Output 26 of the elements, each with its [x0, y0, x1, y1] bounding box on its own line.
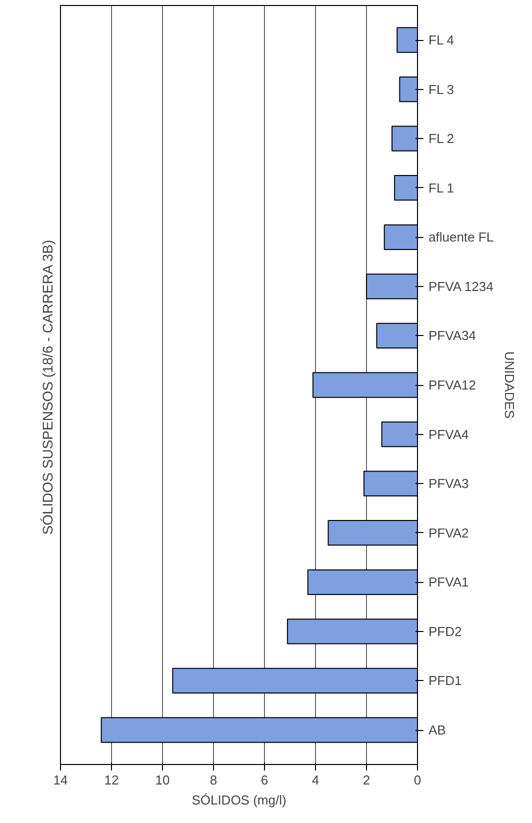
text: SÓLIDOS SUSPENSOS (18/6 - CARRERA 3B) [40, 240, 56, 535]
x-tick-label: 4 [312, 772, 320, 788]
x-tick-label: 0 [414, 772, 422, 788]
x-tick-label: 14 [53, 772, 68, 788]
y-tick-label: FL 1 [428, 180, 454, 196]
y-tick-label: PFVA3 [428, 476, 469, 492]
x-tick-label: 8 [210, 772, 218, 788]
x-tick-label: 6 [260, 772, 268, 788]
y-tick-label: AB [428, 722, 446, 738]
y-tick-label: PFD1 [428, 673, 462, 688]
y-tick-label: afluente FL [428, 230, 494, 245]
y-tick-label: FL 2 [428, 131, 454, 146]
x-axis-title: SÓLIDOS (mg/l) [192, 792, 286, 808]
y-tick-label: PFVA2 [428, 525, 469, 540]
y-tick-label: PFVA34 [428, 328, 476, 344]
x-tick-label: 10 [155, 772, 170, 788]
x-tick-label: 2 [362, 772, 370, 788]
y-tick-label: PFVA1 [428, 574, 469, 590]
y-tick-label: PFVA 1234 [428, 278, 494, 294]
y-tick-label: PFD2 [428, 624, 462, 639]
y-axis-title: UNIDADES [502, 351, 518, 419]
y-tick-label: FL 3 [428, 82, 454, 97]
x-tick-label: 12 [104, 772, 119, 788]
y-tick-label: PFVA12 [428, 378, 476, 392]
y-tick-label: FL 4 [428, 32, 454, 48]
y-tick-label: PFVA4 [428, 426, 469, 442]
